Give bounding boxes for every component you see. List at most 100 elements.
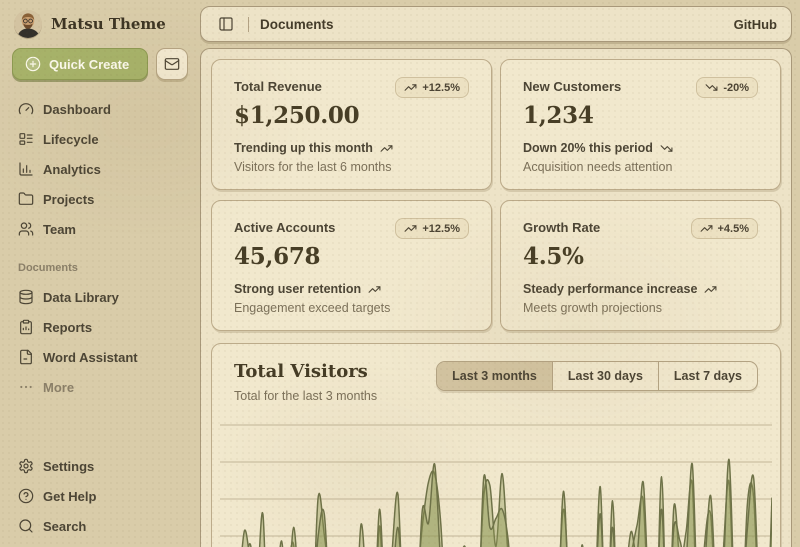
database-icon [19, 289, 33, 305]
sidebar-item-label: Word Assistant [43, 349, 138, 365]
sidebar-item-label: Analytics [43, 161, 101, 177]
card-footer-secondary: Acquisition needs attention [523, 160, 673, 174]
stat-card-growth-rate: Growth Rate +4.5% 4.5% Steady performanc… [500, 200, 781, 331]
sidebar-nav-main: Dashboard Lifecycle Analytics Projects [12, 94, 188, 244]
card-value: $1,250.00 [234, 102, 360, 129]
card-footer-secondary: Meets growth projections [523, 301, 662, 315]
sidebar-item-label: More [43, 379, 75, 395]
card-value: 45,678 [234, 243, 321, 270]
tab-last-3-months[interactable]: Last 3 months [437, 362, 552, 390]
quick-create-label: Quick Create [49, 56, 130, 72]
quick-create-button[interactable]: Quick Create [12, 48, 148, 80]
sidebar-item-label: Projects [43, 191, 95, 207]
folder-icon [18, 192, 34, 205]
sidebar-item-label: Lifecycle [43, 131, 99, 147]
trending-up-icon [380, 144, 393, 152]
clipboard-report-icon [20, 319, 32, 335]
mail-icon [164, 58, 180, 70]
sidebar-item-projects[interactable]: Projects [12, 184, 188, 214]
sidebar-spacer [12, 402, 188, 451]
sidebar-nav-footer: Settings Get Help Search [12, 451, 188, 543]
ellipsis-icon [20, 385, 32, 389]
badge-value: +12.5% [422, 222, 460, 235]
sidebar-item-settings[interactable]: Settings [12, 451, 188, 481]
card-footer-secondary: Visitors for the last 6 months [234, 160, 392, 174]
sidebar-nav-documents: Data Library Reports Word Assistant More [12, 282, 188, 402]
sidebar-item-label: Team [43, 221, 76, 237]
gauge-icon [18, 103, 34, 115]
badge-value: +4.5% [717, 222, 750, 235]
sidebar-item-dashboard[interactable]: Dashboard [12, 94, 188, 124]
trending-up-icon [704, 285, 717, 293]
sidebar-item-label: Search [43, 518, 87, 534]
sidebar-item-more[interactable]: More [12, 372, 188, 402]
tab-last-30-days[interactable]: Last 30 days [551, 362, 658, 390]
trend-badge: +4.5% [690, 218, 758, 239]
stat-cards-grid: Total Revenue +12.5% $1,250.00 Trending … [211, 59, 781, 331]
search-icon [19, 519, 33, 533]
sidebar-item-analytics[interactable]: Analytics [12, 154, 188, 184]
trend-badge: +12.5% [395, 77, 469, 98]
page-title: Documents [260, 16, 334, 32]
card-value: 1,234 [523, 102, 594, 129]
quick-create-row: Quick Create [12, 48, 188, 80]
trend-badge: -20% [696, 77, 758, 98]
card-label: Growth Rate [523, 220, 601, 235]
sidebar-item-lifecycle[interactable]: Lifecycle [12, 124, 188, 154]
badge-value: -20% [723, 81, 749, 94]
main-area: Documents GitHub Total Revenue +12.5% $1… [200, 0, 800, 547]
card-footer-primary: Trending up this month [234, 141, 469, 155]
chart-title-block: Total Visitors Total for the last 3 mont… [234, 361, 377, 403]
stat-card-active-accounts: Active Accounts +12.5% 45,678 Strong use… [211, 200, 492, 331]
stat-card-total-revenue: Total Revenue +12.5% $1,250.00 Trending … [211, 59, 492, 190]
bar-chart-icon [19, 162, 33, 176]
card-label: Active Accounts [234, 220, 336, 235]
users-icon [18, 222, 34, 236]
badge-value: +12.5% [422, 81, 460, 94]
card-label: New Customers [523, 79, 622, 94]
sidebar-item-label: Get Help [43, 488, 97, 504]
sidebar-item-label: Dashboard [43, 101, 111, 117]
total-visitors-card: Total Visitors Total for the last 3 mont… [211, 343, 781, 547]
tab-last-7-days[interactable]: Last 7 days [657, 362, 757, 390]
sidebar-section-documents: Documents [18, 262, 78, 274]
panel-left-icon [219, 17, 233, 31]
time-range-tabs: Last 3 months Last 30 days Last 7 days [436, 361, 758, 391]
sidebar-item-data-library[interactable]: Data Library [12, 282, 188, 312]
sidebar-item-label: Reports [43, 319, 93, 335]
chart-title: Total Visitors [234, 361, 368, 382]
page-header: Documents GitHub [200, 6, 792, 42]
avatar [14, 10, 42, 38]
content-panel: Total Revenue +12.5% $1,250.00 Trending … [200, 48, 792, 547]
visitors-area-chart[interactable] [220, 419, 772, 547]
sidebar-item-get-help[interactable]: Get Help [12, 481, 188, 511]
header-divider [248, 16, 249, 32]
card-footer-primary: Down 20% this period [523, 141, 758, 155]
card-footer-secondary: Engagement exceed targets [234, 301, 391, 315]
trending-down-icon [660, 144, 673, 152]
card-value: 4.5% [523, 243, 584, 270]
brand[interactable]: Matsu Theme [12, 8, 188, 48]
sidebar-item-reports[interactable]: Reports [12, 312, 188, 342]
sidebar-item-team[interactable]: Team [12, 214, 188, 244]
card-label: Total Revenue [234, 79, 322, 94]
help-circle-icon [18, 488, 34, 504]
area-chart-svg [220, 424, 772, 547]
layout-list-icon [19, 133, 33, 145]
card-footer-primary: Strong user retention [234, 282, 469, 296]
sidebar-item-label: Data Library [43, 289, 119, 305]
plus-circle-icon [25, 56, 41, 72]
sidebar-item-word-assistant[interactable]: Word Assistant [12, 342, 188, 372]
sidebar-toggle-button[interactable] [215, 13, 237, 35]
chart-subtitle: Total for the last 3 months [234, 389, 378, 403]
sidebar-item-search[interactable]: Search [12, 511, 188, 541]
inbox-button[interactable] [156, 48, 188, 80]
brand-name: Matsu Theme [51, 15, 166, 33]
github-link[interactable]: GitHub [733, 16, 777, 32]
trending-up-icon [368, 285, 381, 293]
sidebar: Matsu Theme Quick Create Dashboard [0, 0, 200, 547]
stat-card-new-customers: New Customers -20% 1,234 Down 20% this p… [500, 59, 781, 190]
gear-icon [19, 458, 33, 474]
trending-down-icon [705, 84, 718, 91]
